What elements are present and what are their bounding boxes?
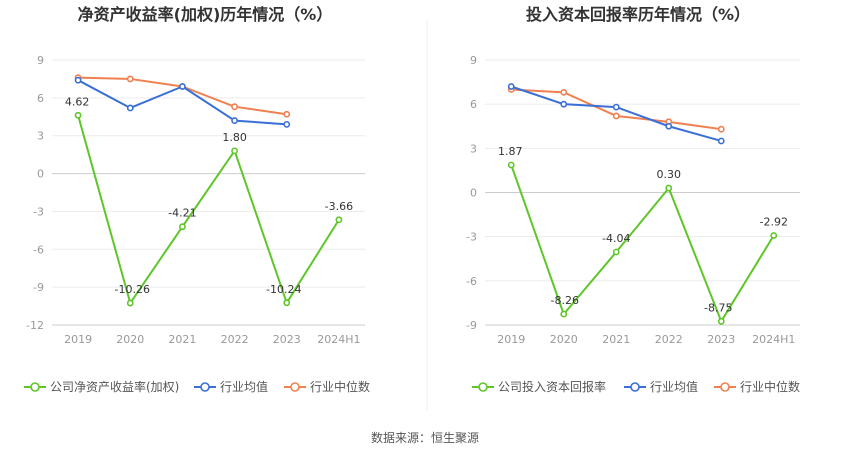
roic-data-label: 1.87: [498, 145, 523, 158]
roic-series-point-0: [717, 317, 725, 325]
roe-x-tick-label: 2022: [221, 333, 249, 346]
roe-legend-label: 行业中位数: [310, 379, 370, 394]
roic-x-tick-label: 2021: [602, 333, 630, 346]
roe-y-tick-label: 0: [37, 168, 44, 181]
roe-series-point-2: [231, 103, 238, 111]
roe-legend-marker: [200, 382, 210, 392]
roe-series-point-1: [74, 76, 82, 84]
roe-legend-marker: [30, 382, 40, 392]
roic-legend-marker: [630, 382, 640, 392]
roe-y-tick-label: 6: [37, 92, 44, 105]
roe-y-tick-label: 3: [37, 130, 44, 143]
roe-series-point-0: [231, 147, 238, 155]
roe-data-label: 4.62: [65, 95, 90, 108]
roic-series-point-2: [560, 88, 568, 96]
roe-legend-label: 公司净资产收益率(加权): [50, 379, 179, 394]
roic-series-point-1: [560, 100, 568, 108]
roic-x-tick-label: 2020: [550, 333, 578, 346]
roe-x-tick-label: 2021: [168, 333, 196, 346]
roe-series-point-2: [283, 110, 291, 118]
roe-series-line-0: [77, 115, 340, 305]
roe-x-tick-label: 2023: [273, 333, 301, 346]
roic-series-line-0: [510, 164, 775, 323]
roic-series-point-0: [770, 232, 778, 239]
roe-y-tick-label: -12: [26, 319, 44, 332]
roic-chart-title: 投入资本回报率历年情况（%）: [526, 5, 750, 24]
roe-y-tick-label: -9: [33, 281, 44, 294]
roe-legend-item-0[interactable]: 公司净资产收益率(加权): [24, 379, 179, 394]
roe-legend-label: 行业均值: [220, 379, 268, 394]
roic-y-tick-label: -9: [466, 319, 477, 332]
roic-series-point-0: [612, 248, 620, 256]
roe-series-point-1: [283, 120, 291, 128]
roic-series-point-2: [717, 125, 725, 133]
roe-chart-panel: 净资产收益率(加权)历年情况（%） 9 6 3 0 -3 -6 -9 -12 2019 2020 2…: [24, 5, 370, 394]
roic-data-label: -2.92: [760, 215, 788, 228]
roic-legend-label: 行业均值: [650, 379, 698, 394]
roic-x-tick-label: 2023: [707, 333, 735, 346]
roe-data-label: -10.26: [115, 283, 150, 296]
roic-y-tick-label: 3: [470, 142, 477, 155]
roic-x-tick-label: 2022: [655, 333, 683, 346]
roe-data-label: -10.24: [266, 283, 301, 296]
roe-x-tick-label: 2024H1: [317, 333, 360, 346]
roic-y-tick-label: 9: [470, 54, 477, 67]
roic-series-point-1: [717, 137, 725, 145]
roic-y-tick-label: -3: [466, 231, 477, 244]
roic-y-tick-label: 0: [470, 187, 477, 200]
roe-y-tick-label: -6: [33, 243, 44, 256]
roe-series-point-0: [74, 111, 82, 119]
roic-series-point-1: [612, 103, 620, 111]
roe-series-point-0: [126, 299, 134, 307]
roe-series-point-0: [335, 216, 343, 224]
roe-legend-item-2[interactable]: 行业中位数: [284, 379, 370, 394]
roic-series-point-0: [560, 310, 568, 318]
data-source-label: 数据来源：恒生聚源: [371, 430, 479, 445]
roic-legend-marker: [720, 382, 730, 392]
roe-series-point-0: [283, 299, 291, 307]
roe-x-tick-label: 2019: [64, 333, 92, 346]
roe-data-label: 1.80: [222, 131, 247, 144]
roe-series-point-1: [179, 83, 186, 90]
roe-y-tick-label: -3: [33, 205, 44, 218]
roe-legend-marker: [290, 382, 300, 392]
roic-legend-item-0[interactable]: 公司投入资本回报率: [472, 379, 606, 394]
roic-data-label: 0.30: [657, 168, 682, 181]
roe-series-point-2: [126, 75, 134, 83]
roic-series-point-1: [507, 83, 515, 90]
roic-y-tick-label: 6: [470, 98, 477, 111]
roic-data-label: -4.04: [602, 232, 630, 245]
roic-y-tick-label: -6: [466, 275, 477, 288]
roic-legend-item-2[interactable]: 行业中位数: [714, 379, 800, 394]
roe-series-point-0: [179, 223, 186, 231]
roe-series-point-1: [231, 117, 238, 124]
roe-data-label: -3.66: [325, 200, 353, 213]
roic-legend-item-1[interactable]: 行业均值: [624, 379, 698, 394]
roic-legend-label: 公司投入资本回报率: [498, 379, 606, 394]
roe-series-point-1: [126, 104, 134, 112]
roe-y-tick-label: 9: [37, 54, 44, 67]
roic-x-tick-label: 2019: [497, 333, 525, 346]
roe-legend-item-1[interactable]: 行业均值: [194, 379, 268, 394]
roic-series-point-2: [612, 112, 620, 120]
roic-legend-label: 行业中位数: [740, 379, 800, 394]
roic-data-label: -8.75: [704, 301, 732, 314]
roic-series-point-1: [665, 122, 673, 130]
roic-data-label: -8.26: [551, 294, 579, 307]
roic-series-point-0: [507, 161, 515, 169]
roic-legend-marker: [478, 382, 488, 392]
roe-x-tick-label: 2020: [116, 333, 144, 346]
roe-chart-title: 净资产收益率(加权)历年情况（%）: [78, 5, 333, 24]
roic-series-point-0: [665, 184, 673, 192]
roe-data-label: -4.21: [168, 207, 196, 220]
roic-chart-panel: 投入资本回报率历年情况（%） 9 6 3 0 -3 -6 -9 2019 2020 2021 202…: [466, 5, 800, 394]
roic-x-tick-label: 2024H1: [752, 333, 795, 346]
